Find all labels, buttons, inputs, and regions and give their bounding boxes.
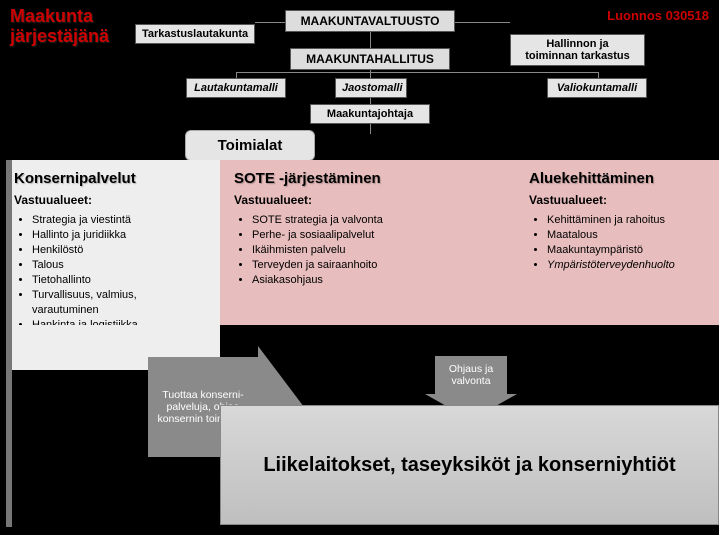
list-item: Terveyden ja sairaanhoito bbox=[252, 258, 501, 273]
list-item: SOTE strategia ja valvonta bbox=[252, 213, 501, 228]
list-item: Kehittäminen ja rahoitus bbox=[547, 213, 705, 228]
list-item: Talous bbox=[32, 258, 206, 273]
list-item: Maatalous bbox=[547, 228, 705, 243]
list-item: Perhe- ja sosiaalipalvelut bbox=[252, 228, 501, 243]
box-jaosto: Jaostomalli bbox=[335, 78, 407, 98]
list-item: Ikäihmisten palvelu bbox=[252, 243, 501, 258]
draft-label: Luonnos 030518 bbox=[607, 8, 709, 23]
col3-list: Kehittäminen ja rahoitusMaatalousMaakunt… bbox=[529, 213, 705, 273]
connector bbox=[455, 22, 510, 23]
list-item: Turvallisuus, valmius, varautuminen bbox=[32, 288, 206, 318]
col3-head: Aluekehittäminen bbox=[529, 170, 705, 187]
col-konserni: Konsernipalvelut Vastuualueet: Strategia… bbox=[0, 160, 220, 325]
list-item: Hallinto ja juridiikka bbox=[32, 228, 206, 243]
col2-sub: Vastuualueet: bbox=[234, 193, 501, 207]
col1-head: Konsernipalvelut bbox=[14, 170, 206, 187]
col1-sub: Vastuualueet: bbox=[14, 193, 206, 207]
box-lautakunta: Lautakuntamalli bbox=[186, 78, 286, 98]
columns-row: Konsernipalvelut Vastuualueet: Strategia… bbox=[0, 160, 719, 325]
box-toimialat: Toimialat bbox=[185, 130, 315, 161]
bottom-box: Liikelaitokset, taseyksiköt ja konserniy… bbox=[220, 405, 719, 525]
title-line2: järjestäjänä bbox=[10, 26, 109, 46]
list-item: Tietohallinto bbox=[32, 273, 206, 288]
arrow-ohjaus: Ohjaus ja valvonta bbox=[435, 356, 507, 394]
arrow2-text: Ohjaus ja valvonta bbox=[439, 363, 503, 387]
box-valtuusto: MAAKUNTAVALTUUSTO bbox=[285, 10, 455, 32]
list-item: Ympäristöterveydenhuolto bbox=[547, 258, 705, 273]
box-valiokunta: Valiokuntamalli bbox=[547, 78, 647, 98]
list-item: Maakuntaympäristö bbox=[547, 243, 705, 258]
page-title: Maakunta järjestäjänä bbox=[10, 6, 109, 46]
bottom-text: Liikelaitokset, taseyksiköt ja konserniy… bbox=[263, 454, 675, 477]
box-johtaja: Maakuntajohtaja bbox=[310, 104, 430, 124]
connector bbox=[255, 22, 285, 23]
col2-list: SOTE strategia ja valvontaPerhe- ja sosi… bbox=[234, 213, 501, 288]
list-item: Asiakasohjaus bbox=[252, 273, 501, 288]
box-hallitus: MAAKUNTAHALLITUS bbox=[290, 48, 450, 70]
list-item: Henkilöstö bbox=[32, 243, 206, 258]
title-line1: Maakunta bbox=[10, 6, 93, 26]
list-item: Strategia ja viestintä bbox=[32, 213, 206, 228]
box-tarkastus: Tarkastuslautakunta bbox=[135, 24, 255, 44]
connector bbox=[370, 30, 371, 48]
col-alue: Aluekehittäminen Vastuualueet: Kehittämi… bbox=[515, 160, 719, 325]
col3-sub: Vastuualueet: bbox=[529, 193, 705, 207]
col2-head: SOTE -järjestäminen bbox=[234, 170, 501, 187]
stripe-grey bbox=[6, 160, 12, 527]
box-hallinnon: Hallinnon ja toiminnan tarkastus bbox=[510, 34, 645, 66]
connector bbox=[236, 72, 598, 73]
col-sote: SOTE -järjestäminen Vastuualueet: SOTE s… bbox=[220, 160, 515, 325]
